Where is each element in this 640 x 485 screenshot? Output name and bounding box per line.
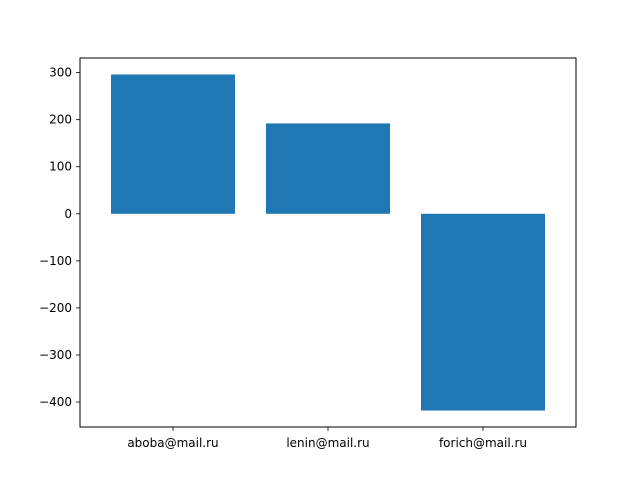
x-tick-label: lenin@mail.ru: [286, 436, 369, 450]
y-tick-label: 100: [49, 160, 72, 174]
x-axis: aboba@mail.ru lenin@mail.ru forich@mail.ru: [127, 427, 527, 450]
y-axis: 300 200 100 0 −100 −200 −300 −400: [39, 66, 80, 409]
bar-2: [421, 213, 545, 411]
x-tick-label: forich@mail.ru: [439, 436, 527, 450]
y-tick-label: −300: [39, 348, 72, 362]
bar-0: [111, 74, 235, 214]
x-tick-label: aboba@mail.ru: [127, 436, 218, 450]
bars-group: [111, 74, 545, 411]
y-tick-label: −400: [39, 395, 72, 409]
y-tick-label: −200: [39, 301, 72, 315]
y-tick-label: 200: [49, 113, 72, 127]
y-tick-label: 300: [49, 66, 72, 80]
y-tick-label: 0: [64, 207, 72, 221]
plot-frame: [79, 57, 577, 428]
y-tick-label: −100: [39, 254, 72, 268]
bar-1: [266, 123, 390, 214]
